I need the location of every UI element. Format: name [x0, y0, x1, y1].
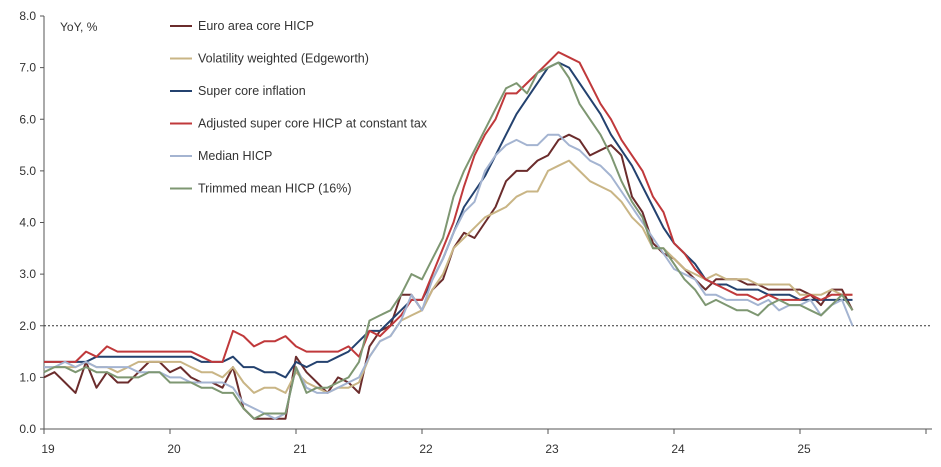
- x-tick-label: 22: [419, 442, 433, 456]
- y-tick-label: 7.0: [19, 61, 36, 75]
- x-tick-label: 25: [797, 442, 811, 456]
- series-line-trimmed-mean-hicp-16: [43, 61, 854, 420]
- legend-label: Volatility weighted (Edgeworth): [198, 52, 369, 66]
- x-tick-label: 20: [167, 442, 181, 456]
- legend-label: Trimmed mean HICP (16%): [198, 182, 352, 196]
- y-tick-label: 3.0: [19, 267, 36, 281]
- x-tick-label: 19: [41, 442, 55, 456]
- y-tick-label: 6.0: [19, 112, 36, 126]
- y-axis-label: YoY, %: [60, 20, 98, 34]
- series-line-volatility-weighted-edgeworth: [44, 159, 853, 394]
- y-tick-label: 8.0: [19, 9, 36, 23]
- y-tick-label: 0.0: [19, 422, 36, 436]
- y-tick-label: 2.0: [19, 319, 36, 333]
- legend: Euro area core HICP Volatility weighted (…: [170, 19, 428, 196]
- series-line-median-hicp: [44, 133, 854, 420]
- legend-label: Super core inflation: [198, 84, 306, 98]
- y-tick-label: 1.0: [19, 370, 36, 384]
- x-tick-label: 21: [293, 442, 307, 456]
- legend-label: Euro area core HICP: [198, 19, 314, 33]
- chart-axes: 0.0 1.0 2.0 3.0 4.0 5.0 6.0 7.0 8.0 19 20 21 22 23 24 2…: [19, 9, 932, 456]
- y-tick-label: 5.0: [19, 164, 36, 178]
- x-tick-label: 24: [671, 442, 685, 456]
- x-tick-label: 23: [545, 442, 559, 456]
- y-tick-label: 4.0: [19, 216, 36, 230]
- series-lines: [43, 51, 854, 420]
- legend-label: Adjusted super core HICP at constant tax: [198, 117, 428, 131]
- legend-label: Median HICP: [198, 149, 272, 163]
- series-line-adjusted-super-core-hicp-at-constant-tax: [44, 51, 853, 363]
